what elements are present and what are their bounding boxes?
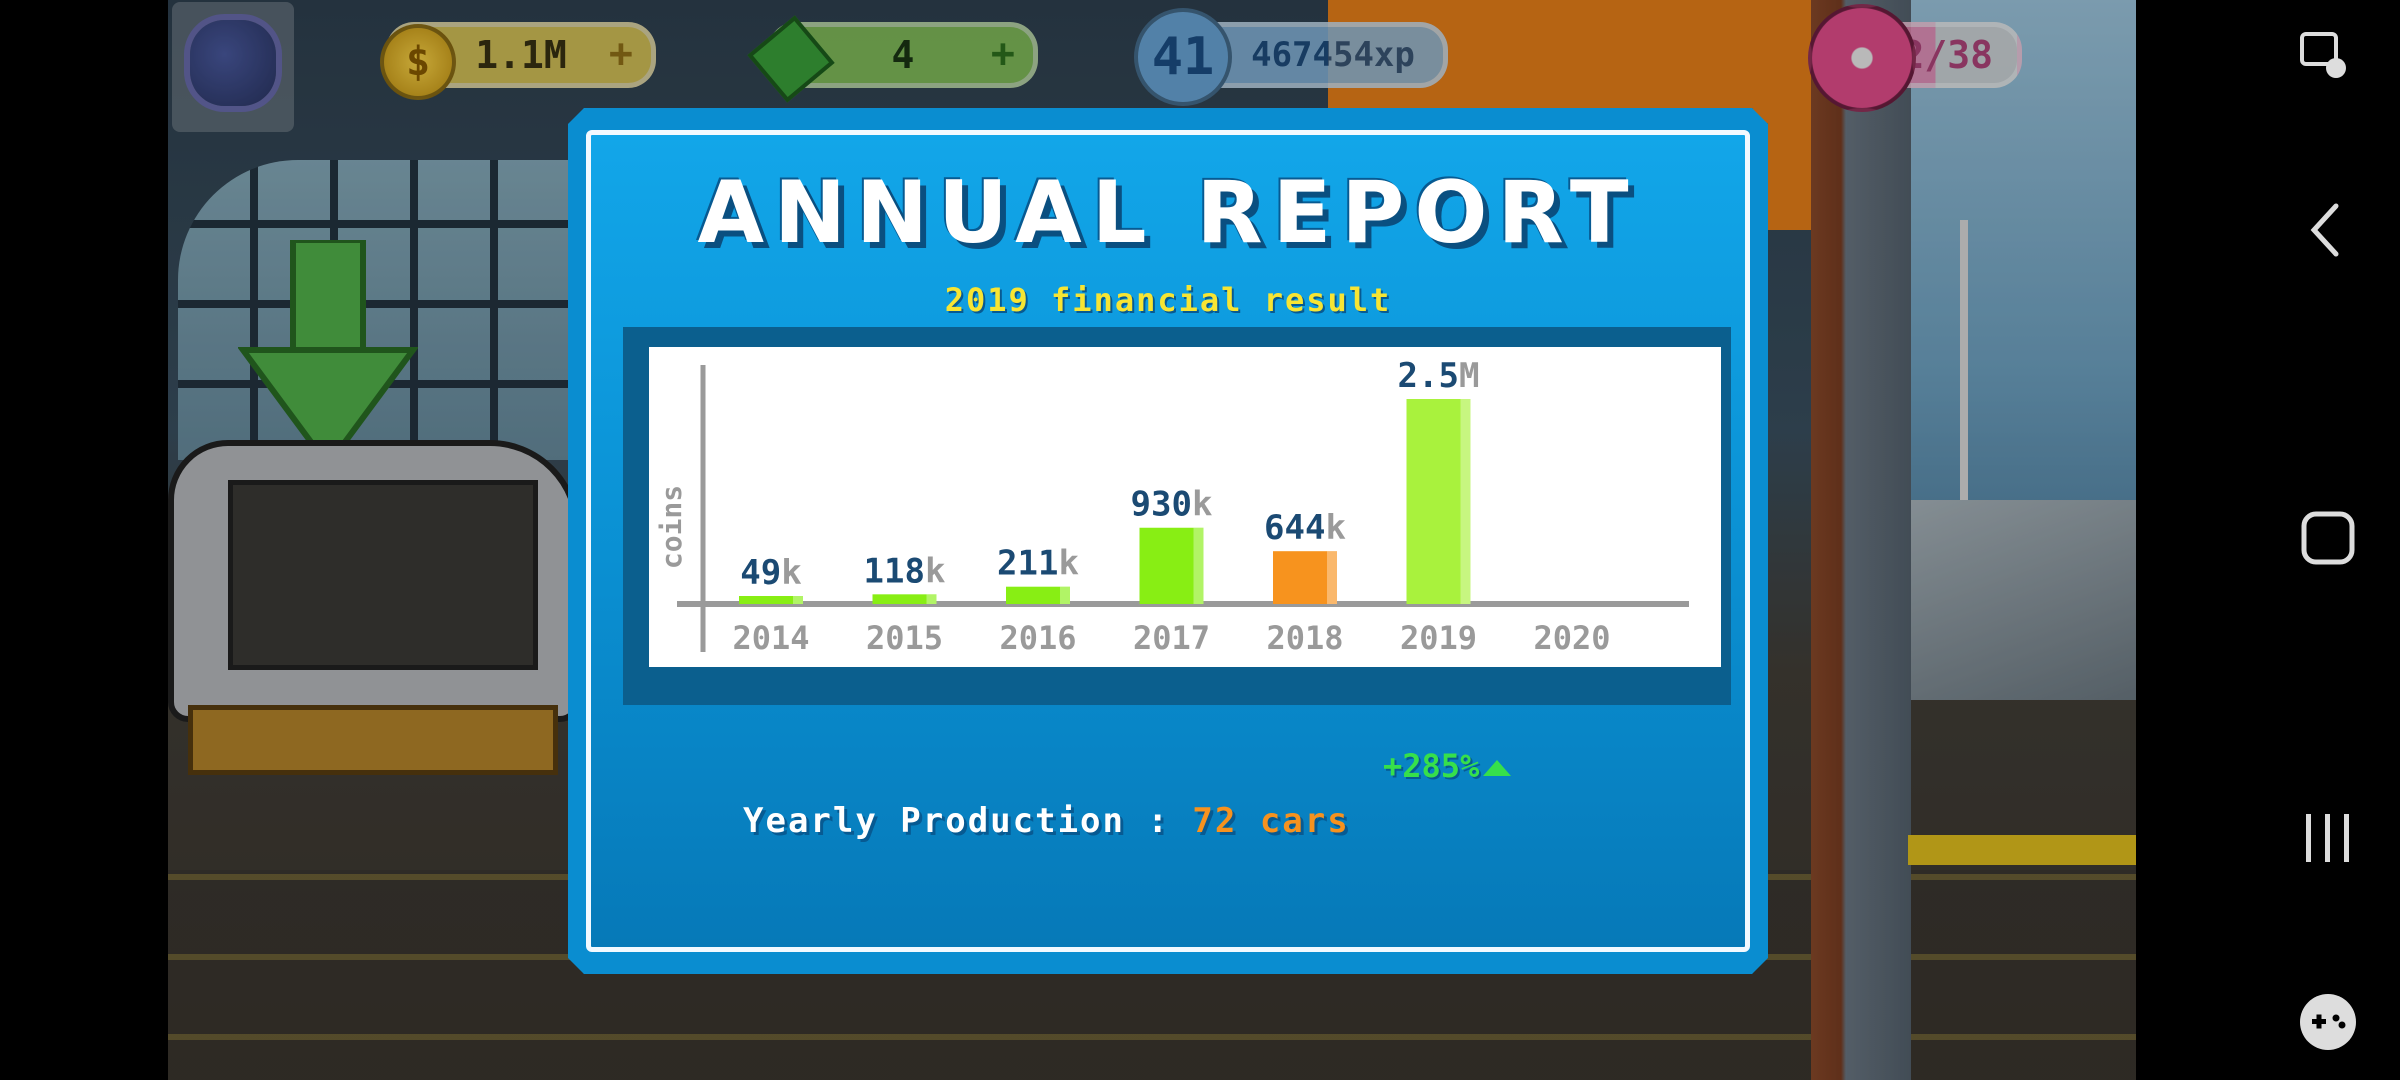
growth-indicator: +285%: [1383, 747, 1511, 785]
tick-label-2014: 2014: [732, 619, 809, 657]
production-label: Yearly Production :: [743, 801, 1170, 841]
screen-recorder-icon-shape[interactable]: [2298, 30, 2354, 86]
level-star-icon: 41: [1134, 8, 1232, 106]
coins-value: 1.1M: [475, 33, 567, 77]
report-subtitle: 2019 financial result: [944, 281, 1392, 319]
annual-report-dialog[interactable]: ANNUAL REPORT 2019 financial result coin…: [568, 108, 1768, 974]
yellow-rail: [1908, 835, 2136, 865]
system-navbar: [2136, 0, 2400, 1080]
report-inner-frame: ANNUAL REPORT 2019 financial result coin…: [586, 130, 1750, 952]
tick-label-2020: 2020: [1533, 619, 1610, 657]
bar-2015: [873, 594, 937, 604]
bar-2019: [1407, 399, 1471, 604]
xp-value: 467454xp: [1251, 35, 1415, 75]
tick-label-2015: 2015: [866, 619, 943, 657]
growth-value: +285%: [1383, 747, 1480, 785]
value-label-2014: 49k: [740, 553, 801, 593]
flag-pole: [1960, 220, 1968, 520]
yearly-production: Yearly Production : 72 cars: [743, 801, 1350, 841]
bar-2016: [1006, 587, 1070, 604]
tick-label-2018: 2018: [1266, 619, 1343, 657]
up-arrow-icon: [1483, 760, 1511, 776]
bar-highlight-2016: [1060, 587, 1070, 604]
add-cash-icon[interactable]: +: [990, 31, 1015, 77]
tick-label-2019: 2019: [1400, 619, 1477, 657]
y-axis-label: coins: [655, 485, 688, 569]
tick-label-2016: 2016: [999, 619, 1076, 657]
value-label-2019: 2.5M: [1398, 356, 1480, 396]
game-viewport[interactable]: 1.1M + $ 4 + 467454xp 41 22/38 ANNUAL RE…: [168, 0, 2136, 1080]
chart-frame: coins 49k 2014 118k 2015 211k 2016 930k 2017 644k…: [623, 327, 1731, 705]
bar-2017: [1140, 528, 1204, 604]
bar-highlight-2014: [793, 596, 803, 604]
value-label-2016: 211k: [997, 544, 1079, 584]
production-value: 72 cars: [1192, 801, 1350, 841]
game-tools-icon[interactable]: [2296, 990, 2360, 1054]
value-label-2018: 644k: [1264, 508, 1346, 548]
stair-ramp: [1908, 500, 2136, 700]
screen-recorder-icon[interactable]: [2138, 26, 2198, 86]
character-blob-icon: [190, 20, 276, 106]
level-value: 41: [1151, 27, 1215, 87]
revenue-bar-chart: coins 49k 2014 118k 2015 211k 2016 930k 2017 644k…: [649, 347, 1721, 667]
chart-panel: coins 49k 2014 118k 2015 211k 2016 930k 2017 644k…: [649, 347, 1721, 667]
tick-label-2017: 2017: [1133, 619, 1210, 657]
recent-apps-icon[interactable]: [2302, 810, 2354, 866]
bar-2018: [1273, 551, 1337, 604]
bar-highlight-2015: [927, 594, 937, 604]
cash-value: 4: [891, 33, 915, 77]
bar-highlight-2018: [1327, 551, 1337, 604]
car-interior: [228, 480, 538, 670]
assembly-platform: [188, 705, 558, 775]
menu-button[interactable]: [172, 2, 294, 132]
down-arrow-icon: [238, 240, 418, 470]
steel-pillar: [1811, 0, 1911, 1080]
back-icon[interactable]: [2306, 200, 2346, 260]
value-label-2017: 930k: [1131, 485, 1213, 525]
bar-2014: [739, 596, 803, 604]
bar-highlight-2017: [1194, 528, 1204, 604]
home-icon[interactable]: [2300, 510, 2356, 566]
value-label-2015: 118k: [864, 551, 946, 591]
report-title: ANNUAL REPORT: [697, 163, 1639, 263]
coin-icon: $: [380, 24, 456, 100]
donut-icon: [1808, 4, 1916, 112]
bar-highlight-2019: [1461, 399, 1471, 604]
add-coins-icon[interactable]: +: [608, 31, 633, 77]
